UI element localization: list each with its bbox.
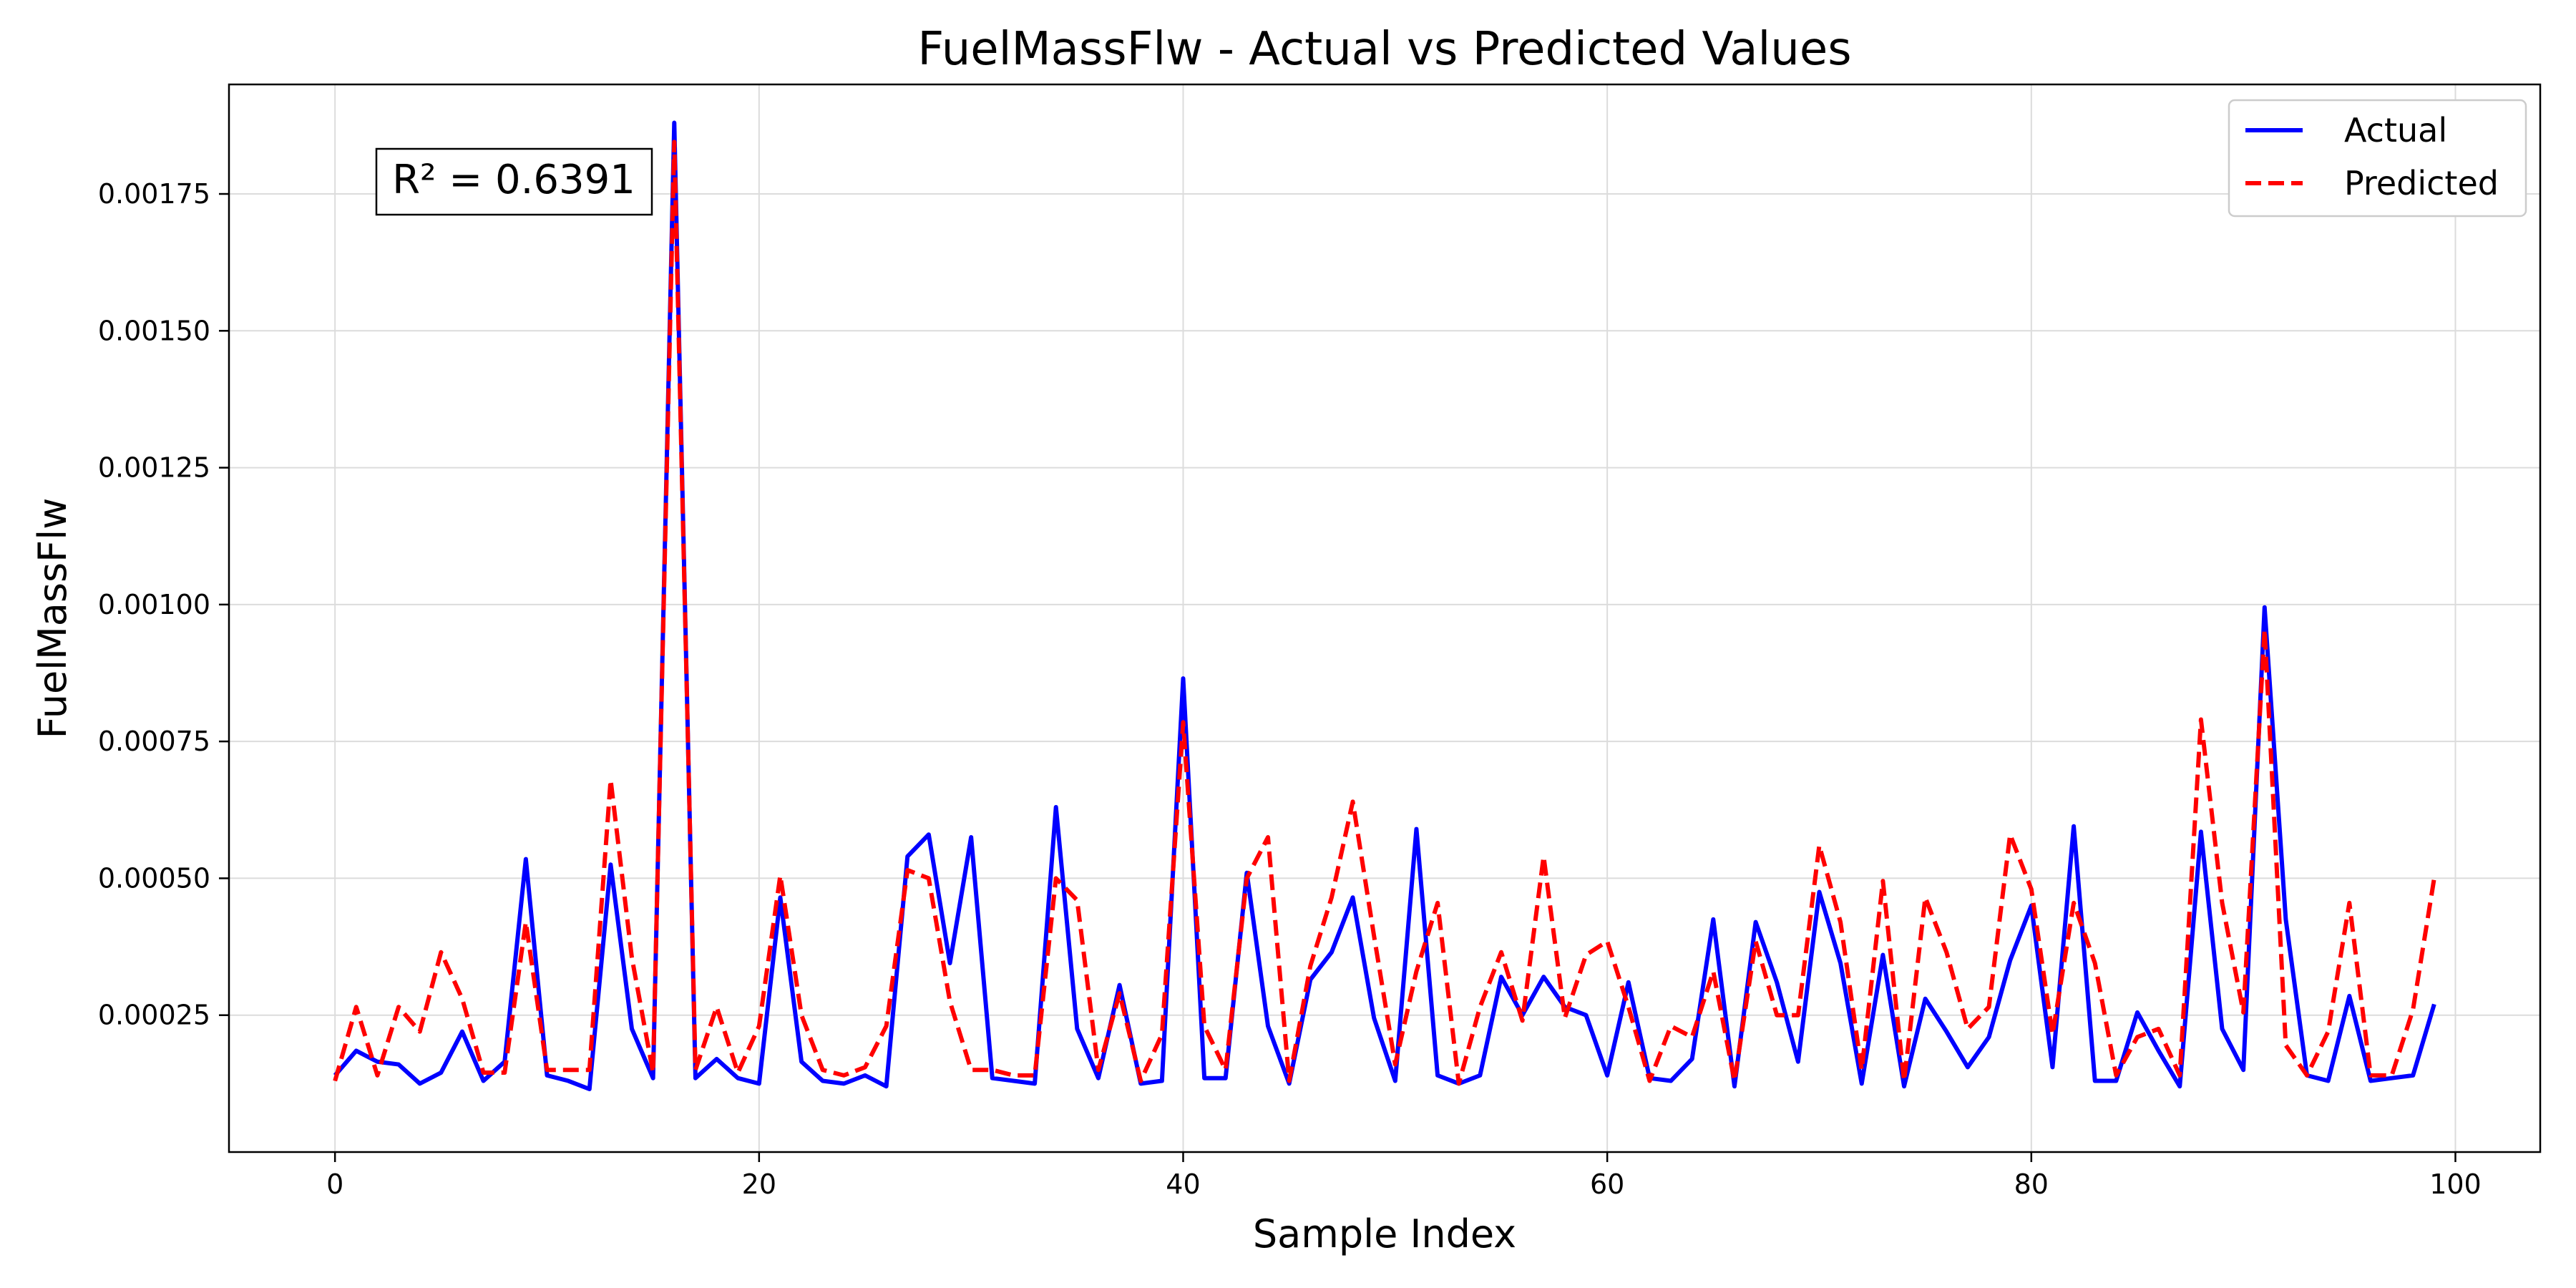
series-layer xyxy=(333,120,2436,1092)
x-tick-label: 20 xyxy=(742,1169,776,1200)
annotation-text: R² = 0.6391 xyxy=(392,157,635,203)
legend-label-predicted: Predicted xyxy=(2344,164,2499,203)
y-axis: 0.00025 0.00050 0.00075 0.00100 0.00125 0.001… xyxy=(98,178,229,1031)
chart-title: FuelMassFlw - Actual vs Predicted Values xyxy=(917,23,1851,76)
x-tick-label: 0 xyxy=(326,1169,343,1200)
plot-frame xyxy=(228,83,2542,1153)
x-tick-label: 80 xyxy=(2014,1169,2049,1200)
y-axis-label: FuelMassFlw xyxy=(30,498,75,739)
x-axis-label: Sample Index xyxy=(1253,1211,1516,1257)
series-line-predicted xyxy=(333,140,2436,1086)
annotation-box xyxy=(375,147,653,216)
x-tick-label: 60 xyxy=(1590,1169,1624,1200)
y-tick-label: 0.00125 xyxy=(98,452,210,484)
y-tick-label: 0.00100 xyxy=(98,589,210,620)
legend: Actual Predicted xyxy=(2228,99,2527,218)
y-tick-label: 0.00150 xyxy=(98,315,210,346)
y-tick-label: 0.00025 xyxy=(98,1000,210,1031)
x-tick-label: 100 xyxy=(2429,1169,2482,1200)
r-squared-annotation: R² = 0.6391 xyxy=(375,147,653,216)
x-tick-label: 40 xyxy=(1166,1169,1200,1200)
y-tick-label: 0.00175 xyxy=(98,178,210,210)
legend-box xyxy=(2228,99,2527,218)
legend-label-actual: Actual xyxy=(2344,111,2447,150)
y-tick-label: 0.00075 xyxy=(98,726,210,757)
x-axis: 0 20 40 60 80 100 xyxy=(326,1152,2482,1200)
y-tick-label: 0.00050 xyxy=(98,862,210,894)
